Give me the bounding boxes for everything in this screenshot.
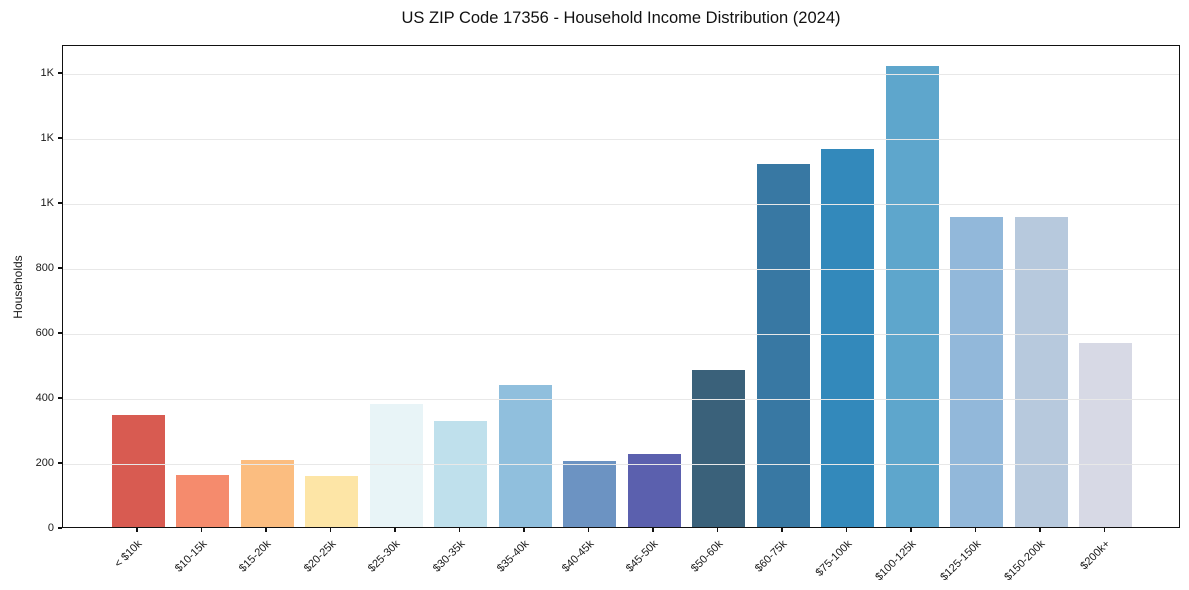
y-tick-mark: [58, 267, 62, 269]
x-tick-mark: [1103, 528, 1106, 532]
bar-$25-30k: [369, 403, 423, 527]
bar-$100-125k: [885, 66, 939, 527]
y-tick-mark: [58, 202, 62, 204]
y-tick-mark: [58, 137, 62, 139]
x-tick-mark: [136, 528, 138, 532]
bar-$35-40k: [498, 385, 552, 527]
y-tick-label: 800: [35, 261, 54, 274]
y-tick-mark: [58, 462, 62, 464]
bar-$75-100k: [821, 149, 874, 527]
gridline-1000: [63, 204, 1179, 205]
bar-$50-60k: [692, 370, 745, 527]
y-axis-label: Households: [11, 255, 25, 319]
x-tick-mark: [781, 528, 783, 532]
y-tick-label: 200: [35, 456, 54, 469]
y-tick-label: 400: [35, 391, 54, 404]
x-tick-mark: [394, 528, 396, 532]
bar-< $10k: [111, 414, 165, 527]
x-tick-mark: [1039, 528, 1041, 532]
x-tick-label: < $10k: [112, 538, 145, 571]
x-tick-mark: [200, 528, 203, 532]
bar-$150-200k: [1014, 216, 1068, 527]
x-tick-mark: [845, 528, 848, 532]
y-tick-mark: [58, 397, 62, 399]
y-tick-label: 0: [47, 521, 54, 534]
x-tick-mark: [329, 528, 332, 532]
x-tick-mark: [652, 528, 654, 532]
bar-$10-15k: [176, 475, 229, 527]
bar-$30-35k: [434, 420, 487, 527]
y-tick-label: 1K: [40, 196, 54, 209]
bar-$40-45k: [563, 461, 616, 527]
x-tick-mark: [974, 528, 977, 532]
bar-$200k+: [1079, 343, 1132, 527]
x-tick-mark: [910, 528, 912, 532]
y-tick-mark: [58, 527, 62, 529]
y-tick-mark: [58, 72, 62, 74]
chart-title: US ZIP Code 17356 - Household Income Dis…: [401, 9, 841, 27]
y-tick-mark: [58, 332, 62, 334]
bar-$60-75k: [756, 163, 810, 527]
bar-$20-25k: [305, 476, 358, 527]
gridline-200: [63, 464, 1179, 465]
gridline-1200: [63, 139, 1179, 140]
bar-$15-20k: [240, 460, 294, 527]
x-tick-mark: [716, 528, 719, 532]
gridline-400: [63, 399, 1179, 400]
y-tick-label: 600: [35, 326, 54, 339]
bar-$45-50k: [627, 454, 681, 527]
gridline-800: [63, 269, 1179, 270]
gridline-1400: [63, 74, 1179, 75]
y-tick-label: 1K: [40, 131, 54, 144]
y-tick-label: 1K: [40, 66, 54, 79]
x-tick-mark: [458, 528, 461, 532]
gridline-600: [63, 334, 1179, 335]
x-tick-mark: [265, 528, 267, 532]
x-tick-mark: [587, 528, 590, 532]
plot-area: [62, 45, 1180, 528]
bar-$125-150k: [950, 216, 1003, 527]
x-tick-mark: [523, 528, 525, 532]
